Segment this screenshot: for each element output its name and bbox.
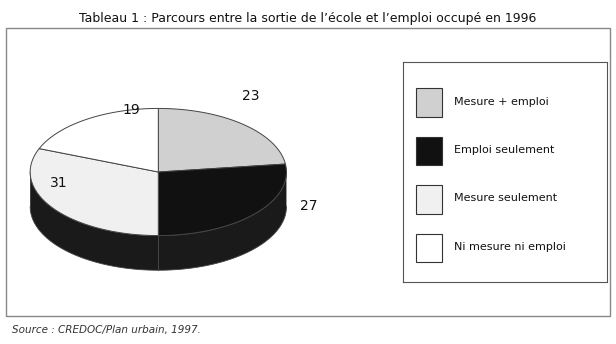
Polygon shape [158,108,285,172]
Text: Mesure seulement: Mesure seulement [455,193,557,203]
Polygon shape [39,108,158,172]
Text: 31: 31 [50,176,68,190]
Text: 19: 19 [123,103,140,117]
Bar [6,28,610,316]
Text: Ni mesure ni emploi: Ni mesure ni emploi [455,242,566,252]
Text: Emploi seulement: Emploi seulement [455,145,554,155]
Polygon shape [158,164,286,236]
Text: 23: 23 [242,89,260,103]
Polygon shape [158,172,286,270]
Bar [416,88,442,117]
Polygon shape [30,172,158,270]
Text: Source : CREDOC/Plan urbain, 1997.: Source : CREDOC/Plan urbain, 1997. [12,325,201,335]
Bar [416,234,442,262]
Polygon shape [30,149,158,236]
Text: 27: 27 [300,200,317,213]
Text: Tableau 1 : Parcours entre la sortie de l’école et l’emploi occupé en 1996: Tableau 1 : Parcours entre la sortie de … [79,12,537,25]
Bar [416,185,442,214]
Text: Mesure + emploi: Mesure + emploi [455,97,549,107]
Bar [416,137,442,165]
